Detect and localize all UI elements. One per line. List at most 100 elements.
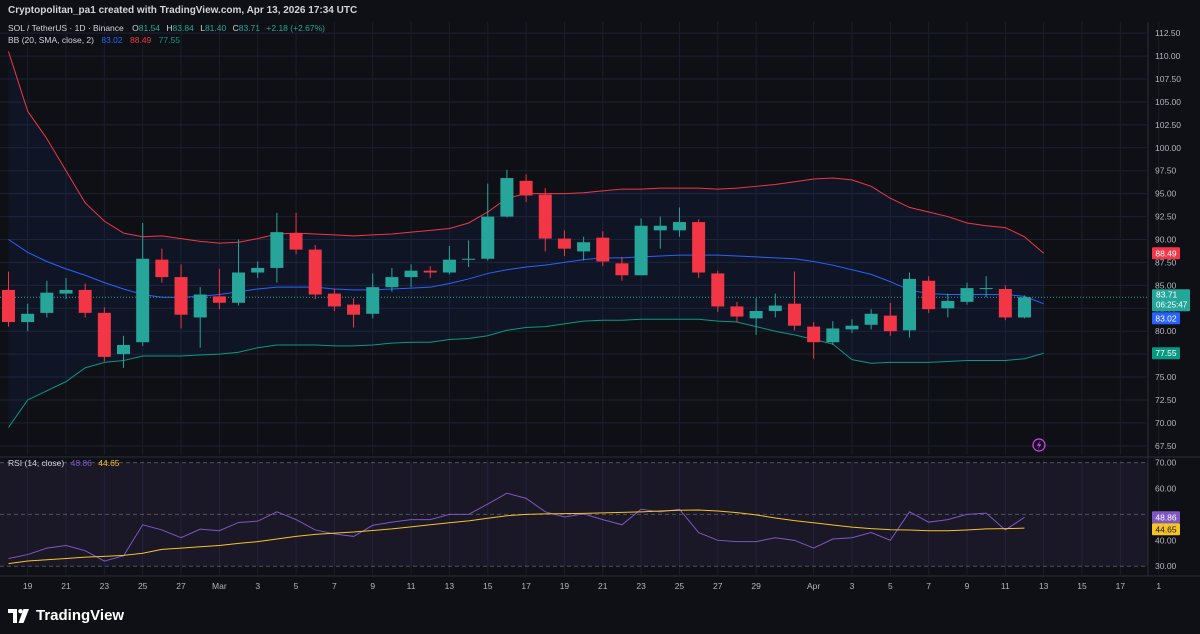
badge-rsi-ma-text: 44.65 [1155,524,1177,534]
chart-area[interactable]: 112.50 110.00 107.50 105.00 102.50 100.00 97.5… [0,22,1200,600]
candle-body [174,277,188,315]
time-tick-label: 9 [370,581,375,591]
price-tick-label: 95.00 [1155,189,1177,199]
candle-body [730,306,744,317]
candle [845,319,859,334]
price-tick-label: 85.00 [1155,280,1177,290]
candle-body [807,326,821,343]
candle-body [21,313,35,323]
candle-body [941,300,955,309]
time-tick-label: 7 [332,581,337,591]
candle [979,276,993,298]
badge-upper: 88.49 [1152,247,1180,260]
candle-body [500,178,514,217]
time-axis[interactable]: 19 21 23 25 27 Mar 3 5 7 9 11 13 15 17 19 21 23 25 27 29 Apr… [23,581,1161,591]
candle-body [462,258,476,260]
candle [807,322,821,359]
badge-mid-text: 83.02 [1155,313,1177,323]
candle [2,271,15,327]
candle [251,261,265,279]
time-tick-label: Apr [807,581,820,591]
candle-body [289,233,303,250]
price-tick-label: 80.00 [1155,326,1177,336]
rsi-tick-label: 60.00 [1155,484,1177,494]
candle-body [998,289,1012,318]
price-tick-label: 110.00 [1155,51,1181,61]
candle [519,174,533,202]
candle [40,280,54,318]
time-tick-label: 1 [1156,581,1161,591]
candle [442,245,456,275]
candle [653,216,667,249]
candle-body [979,288,993,290]
candle-body [634,225,648,276]
rsi-tick-label: 30.00 [1155,561,1177,571]
candle-body [212,296,226,303]
time-tick-label: 27 [176,581,186,591]
candle-body [78,289,92,313]
candle-body [404,270,418,278]
legend-h-value: 83.84 [173,23,195,33]
candle-body [787,303,801,326]
candle-body [864,313,878,325]
candle-body [1018,297,1032,318]
legend: SOL / TetherUS · 1D · Binance O81.54 H83… [8,23,325,468]
candle [883,302,897,336]
candle [768,293,782,318]
legend-change: +2.18 (+2.67%) [266,23,325,33]
legend-bb-lower: 77.55 [159,35,181,45]
candle [538,188,552,252]
candle [59,278,73,300]
candle [960,282,974,305]
time-tick-label: 25 [675,581,685,591]
time-tick-label: 17 [521,581,531,591]
candle [749,298,763,335]
candle-body [59,289,73,294]
candle-body [538,194,552,239]
candle [500,169,514,218]
rsi-legend-value: 48.86 [71,458,93,468]
candle [327,289,341,312]
candle-body [442,259,456,273]
candle-body [615,263,629,276]
candle [97,307,111,362]
candle [270,212,284,283]
candle-body [423,270,437,273]
bb-fill [8,51,1044,428]
badge-mid: 83.02 [1152,312,1180,325]
candle-body [136,258,150,343]
time-tick-label: 23 [636,581,646,591]
brand[interactable]: TradingView [8,607,124,624]
badge-rsi-ma: 44.65 [1152,523,1180,536]
price-tick-label: 70.00 [1155,418,1177,428]
price-tick-label: 100.00 [1155,143,1181,153]
candle [634,218,648,276]
candle [1018,295,1032,319]
badge-price: 83.71 06:25:47 [1152,289,1190,312]
rsi-line [8,492,1025,562]
price-tick-label: 87.50 [1155,257,1177,267]
header-title: Cryptopolitan_pa1 created with TradingVi… [8,5,358,16]
candle-body [557,238,571,249]
time-tick-label: 3 [255,581,260,591]
time-tick-label: 25 [138,581,148,591]
badge-upper-text: 88.49 [1155,248,1177,258]
bb-lower-line [8,318,1044,428]
time-tick-label: 13 [445,581,455,591]
candle [577,236,591,261]
badge-lower: 77.55 [1152,347,1180,360]
candle-body [826,328,840,343]
candle [692,219,706,279]
candle [711,270,725,312]
candle-body [692,222,706,273]
candle-body [2,289,15,323]
price-tick-label: 102.50 [1155,120,1181,130]
candle [423,266,437,279]
lightning-icon[interactable] [1032,438,1046,452]
price-tick-label: 112.50 [1155,28,1181,38]
price-tick-label: 97.50 [1155,166,1177,176]
rsi-pane [0,462,1148,567]
footer-bar: TradingView [0,600,1200,634]
candle [596,231,610,267]
legend-c-label: C [233,23,239,33]
